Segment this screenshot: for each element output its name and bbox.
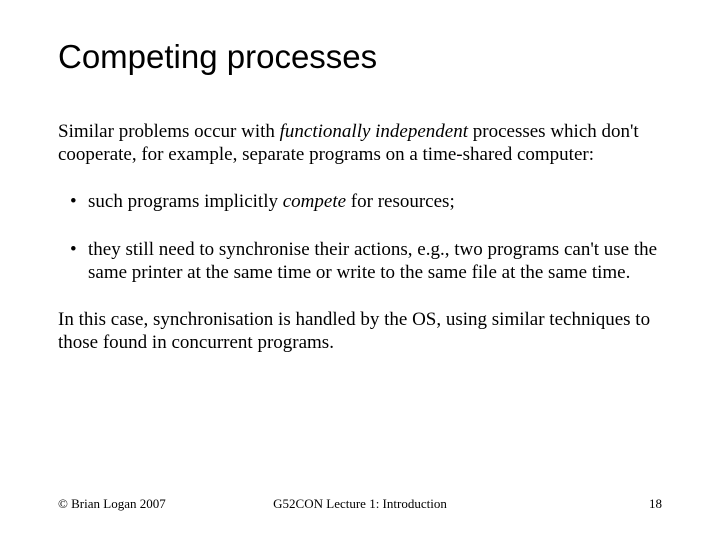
slide-title: Competing processes — [58, 38, 662, 76]
footer: © Brian Logan 2007 G52CON Lecture 1: Int… — [58, 496, 662, 512]
footer-copyright: © Brian Logan 2007 — [58, 496, 166, 512]
bullet-list: such programs implicitly compete for res… — [58, 190, 662, 284]
list-item: such programs implicitly compete for res… — [88, 190, 662, 213]
bullet1-italic: compete — [283, 191, 346, 212]
closing-paragraph: In this case, synchronisation is handled… — [58, 308, 662, 354]
slide: Competing processes Similar problems occ… — [0, 0, 720, 540]
bullet1-text-1: such programs implicitly — [88, 191, 283, 212]
intro-text-1: Similar problems occur with — [58, 121, 280, 142]
footer-lecture: G52CON Lecture 1: Introduction — [273, 496, 447, 512]
intro-italic: functionally independent — [280, 121, 468, 142]
bullet1-text-2: for resources; — [346, 191, 455, 212]
footer-page-number: 18 — [649, 496, 662, 512]
intro-paragraph: Similar problems occur with functionally… — [58, 120, 662, 166]
list-item: they still need to synchronise their act… — [88, 238, 662, 284]
